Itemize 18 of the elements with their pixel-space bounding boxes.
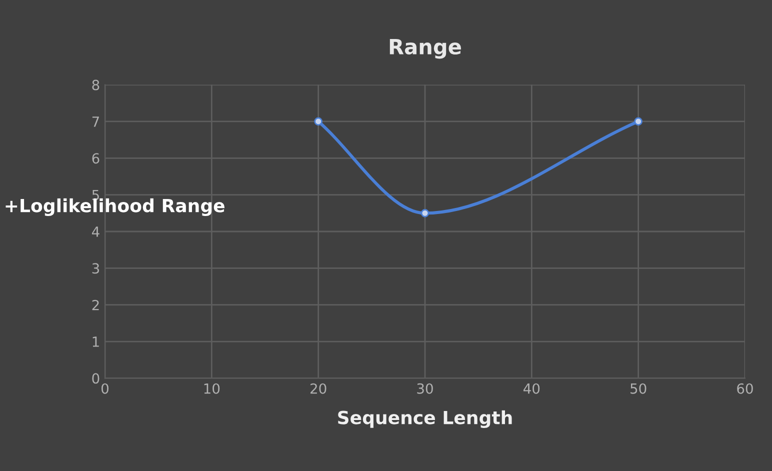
y-tick-label: 1 (92, 336, 99, 347)
y-tick-label: 0 (92, 373, 100, 384)
y-tick-label: 4 (92, 226, 100, 237)
x-tick-label: 40 (523, 383, 540, 394)
x-tick-label: 50 (630, 383, 646, 394)
y-tick-label: 2 (92, 300, 99, 310)
x-tick-label: 0 (101, 383, 108, 394)
x-tick-label: 60 (737, 383, 753, 394)
x-axis-title: Sequence Length (338, 410, 512, 428)
chart-title: Range (390, 39, 461, 59)
y-tick-label: 7 (92, 116, 99, 127)
x-tick-label: 10 (204, 383, 220, 394)
y-tick-label: 6 (92, 153, 100, 164)
y-tick-label: 3 (92, 263, 100, 274)
x-tick-label: 30 (417, 383, 433, 394)
x-tick-label: 20 (310, 383, 326, 394)
y-axis-title: +Loglikelihood Range (6, 198, 224, 216)
y-tick-label: 8 (92, 80, 100, 90)
